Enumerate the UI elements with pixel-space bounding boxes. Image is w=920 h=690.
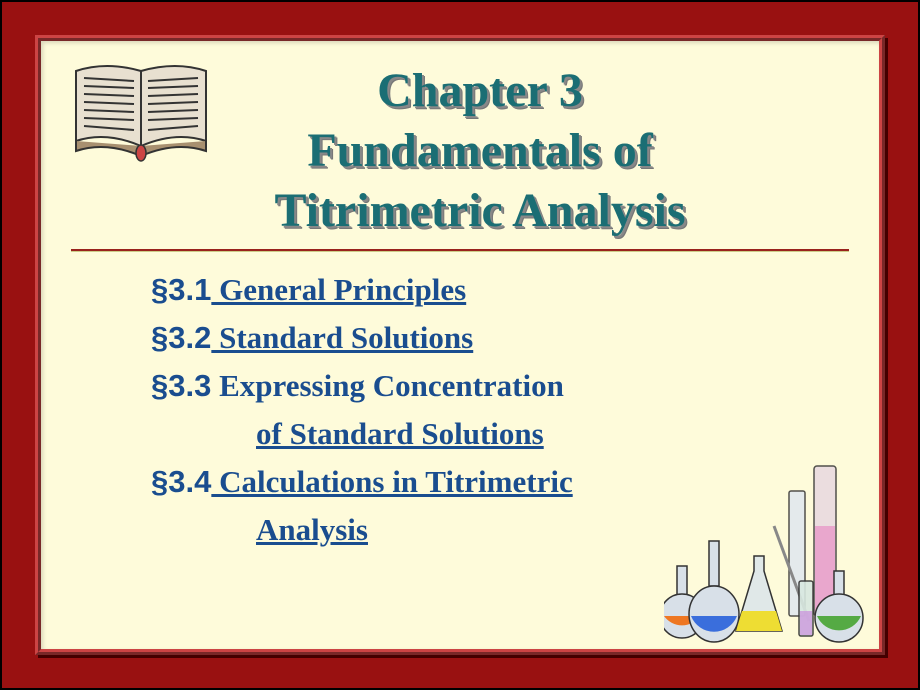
section-number: §3.2	[151, 320, 211, 355]
title-rule	[71, 249, 849, 252]
section-number: §3.1	[151, 272, 211, 307]
section-link: of Standard Solutions	[256, 416, 544, 451]
section-number: §3.4	[151, 464, 211, 499]
section-link: General Principles	[211, 272, 466, 307]
section-link: Analysis	[256, 512, 368, 547]
section-text: Expressing Concentration	[211, 368, 564, 403]
title-line-3: Titrimetric Analysis	[111, 181, 849, 241]
section-3-3-cont[interactable]: of Standard Solutions	[151, 410, 859, 458]
section-3-1[interactable]: §3.1 General Principles	[151, 266, 859, 314]
chemistry-flasks-icon	[664, 456, 874, 651]
slide-content: Chapter 3 Fundamentals of Titrimetric An…	[35, 35, 885, 655]
section-link: Calculations in Titrimetric	[211, 464, 572, 499]
section-3-3[interactable]: §3.3 Expressing Concentration	[151, 362, 859, 410]
slide-frame: Chapter 3 Fundamentals of Titrimetric An…	[0, 0, 920, 690]
section-link: Standard Solutions	[211, 320, 473, 355]
book-icon	[56, 56, 226, 181]
section-number: §3.3	[151, 368, 211, 403]
section-3-2[interactable]: §3.2 Standard Solutions	[151, 314, 859, 362]
